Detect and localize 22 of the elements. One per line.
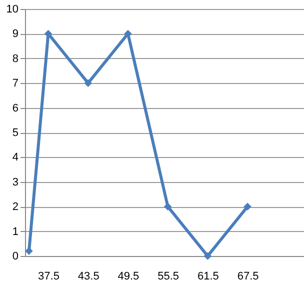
x-tick-label: 67.5: [237, 270, 259, 282]
x-tick-label: 61.5: [197, 270, 219, 282]
y-tick-label: 0: [12, 250, 18, 262]
y-tick-label: 7: [12, 78, 18, 90]
y-tick-label: 1: [12, 226, 18, 238]
y-tick-label: 4: [12, 152, 18, 164]
x-tick-label: 49.5: [118, 270, 140, 282]
x-tick-label: 55.5: [158, 270, 180, 282]
point: [204, 252, 212, 260]
point: [25, 247, 33, 255]
point: [84, 79, 92, 87]
y-tick-label: 6: [12, 102, 18, 114]
y-tick-label: 8: [12, 52, 18, 65]
point: [244, 202, 252, 210]
x-tick-label: 37.5: [38, 270, 60, 282]
x-tick-label: 43.5: [78, 270, 100, 282]
y-tick-label: 5: [12, 127, 18, 139]
point: [164, 202, 172, 210]
y-tick-label: 2: [12, 201, 18, 214]
y-tick-label: 9: [12, 28, 18, 40]
y-tick-label: 10: [6, 4, 18, 16]
y-tick-label: 3: [12, 176, 18, 188]
